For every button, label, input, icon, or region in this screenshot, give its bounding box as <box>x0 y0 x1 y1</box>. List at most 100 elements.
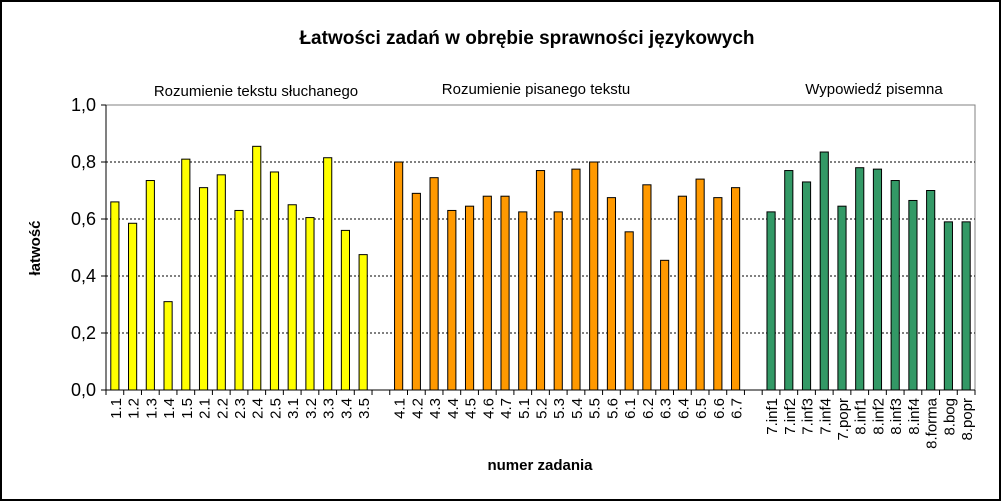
x-tick-label: 3.1 <box>285 398 302 419</box>
bar <box>252 145 262 391</box>
x-tick-label: 6.2 <box>640 398 657 419</box>
x-tick-label: 2.1 <box>197 398 214 419</box>
bar <box>908 199 918 391</box>
bar <box>181 158 191 391</box>
bar <box>553 211 563 391</box>
x-tick-label: 7.inf2 <box>782 398 799 435</box>
bar <box>713 197 723 391</box>
bar <box>358 254 368 391</box>
x-tick-label: 4.6 <box>480 398 497 419</box>
x-tick-label: 5.2 <box>534 398 551 419</box>
bar <box>801 181 812 391</box>
x-tick-label: 7.inf4 <box>817 398 834 435</box>
y-tick-label: 0,2 <box>71 323 96 343</box>
bar <box>660 259 670 391</box>
bar <box>624 231 634 391</box>
y-axis-label: łatwość <box>27 220 44 275</box>
bar <box>926 190 936 391</box>
x-tick-label: 4.4 <box>445 398 462 419</box>
bar <box>890 180 900 391</box>
bar <box>784 170 794 391</box>
bar <box>943 221 953 391</box>
x-axis-label: numer zadania <box>487 457 593 474</box>
x-tick-label: 3.3 <box>321 398 338 419</box>
y-tick-label: 0,0 <box>71 380 96 400</box>
bar <box>305 217 315 391</box>
x-tick-label: 1.4 <box>161 398 178 419</box>
bar <box>464 205 475 391</box>
x-tick-label: 6.4 <box>675 398 692 419</box>
bar <box>695 178 705 391</box>
x-tick-label: 7.inf1 <box>764 398 781 435</box>
bar <box>677 195 687 391</box>
x-tick-label: 2.4 <box>250 398 267 419</box>
group-label-reading: Rozumienie pisanego tekstu <box>442 81 630 98</box>
x-tick-label: 3.2 <box>303 398 320 419</box>
x-tick-label: 8.inf2 <box>870 398 887 435</box>
x-tick-label: 1.3 <box>143 398 160 419</box>
x-tick-label: 8.inf1 <box>853 398 870 435</box>
bar <box>606 197 617 391</box>
bar <box>394 161 404 391</box>
group-label-writing: Wypowiedź pisemna <box>805 81 943 98</box>
x-tick-label: 8.inf3 <box>888 398 905 435</box>
bar <box>589 161 599 391</box>
x-tick-label: 4.2 <box>409 398 426 419</box>
bar <box>198 187 209 391</box>
bar <box>145 180 155 391</box>
bar <box>518 211 528 391</box>
bar <box>340 229 350 391</box>
y-tick-label: 0,8 <box>71 152 96 172</box>
bar <box>731 187 741 391</box>
bar <box>323 157 333 391</box>
bar <box>642 184 652 391</box>
x-tick-label: 6.6 <box>711 398 728 419</box>
x-tick-label: 6.7 <box>729 398 746 419</box>
y-tick-label: 0,6 <box>71 209 96 229</box>
x-tick-label: 8.popr <box>959 398 976 441</box>
y-tick-label: 0,4 <box>71 266 96 286</box>
x-tick-label: 5.3 <box>551 398 568 419</box>
x-tick-label: 5.5 <box>587 398 604 419</box>
bar <box>128 222 138 391</box>
bar <box>234 209 244 391</box>
x-tick-label: 7.inf3 <box>800 398 817 435</box>
x-tick-label: 1.5 <box>179 398 196 419</box>
x-tick-label: 7.popr <box>835 398 852 441</box>
x-tick-label: 4.5 <box>463 398 480 419</box>
x-tick-label: 5.4 <box>569 398 586 419</box>
x-tick-label: 4.7 <box>498 398 515 419</box>
bar <box>872 168 883 391</box>
x-tick-label: 3.5 <box>356 398 373 419</box>
y-tick-label: 1,0 <box>71 95 96 115</box>
bar <box>961 221 971 391</box>
bar <box>500 195 510 391</box>
bar <box>216 174 226 391</box>
x-tick-label: 3.4 <box>338 398 355 419</box>
chart-title: Łatwości zadań w obrębie sprawności języ… <box>299 28 754 49</box>
bar <box>855 167 865 391</box>
bar <box>411 192 421 391</box>
x-tick-label: 8.bog <box>941 398 958 436</box>
bar <box>535 170 546 391</box>
x-tick-label: 2.2 <box>214 398 231 419</box>
x-tick-label: 1.2 <box>126 398 143 419</box>
x-tick-label: 4.3 <box>427 398 444 419</box>
bar <box>163 301 173 391</box>
x-tick-label: 5.1 <box>516 398 533 419</box>
x-tick-label: 8.inf4 <box>906 398 923 435</box>
bar <box>110 201 120 391</box>
bar <box>447 209 457 391</box>
bar <box>766 211 776 391</box>
x-tick-label: 5.6 <box>604 398 621 419</box>
x-tick-label: 6.1 <box>622 398 639 419</box>
x-tick-label: 2.3 <box>232 398 249 419</box>
bar <box>429 177 439 391</box>
x-tick-label: 2.5 <box>267 398 284 419</box>
x-tick-label: 8.forma <box>924 397 941 449</box>
bar <box>482 195 492 391</box>
x-tick-label: 1.1 <box>108 398 125 419</box>
bar <box>287 204 297 391</box>
